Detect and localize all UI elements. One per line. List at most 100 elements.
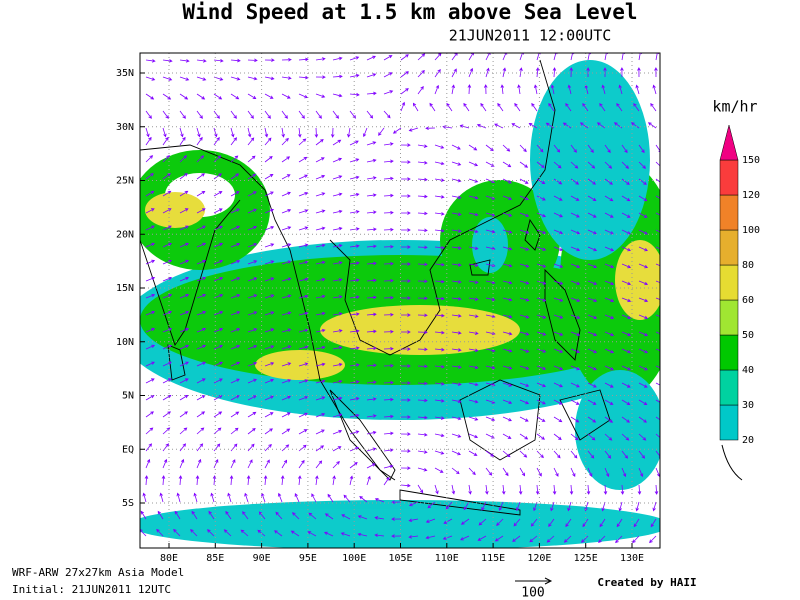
wind-vector xyxy=(519,178,529,184)
wind-vector xyxy=(213,155,222,163)
wind-vector xyxy=(227,492,232,503)
wind-vector xyxy=(638,416,647,423)
wind-band xyxy=(472,217,508,273)
wind-vector xyxy=(230,242,241,248)
wind-vector xyxy=(297,475,302,486)
wind-vector xyxy=(196,276,207,282)
wind-vector xyxy=(536,246,547,251)
wind-vector xyxy=(616,518,623,528)
wind-vector xyxy=(502,229,513,234)
wind-vector xyxy=(196,225,206,231)
wind-vector xyxy=(298,362,309,367)
wind-vector xyxy=(515,501,521,512)
wind-vector xyxy=(383,476,390,486)
wind-vector xyxy=(553,178,563,185)
wind-vector xyxy=(162,378,172,384)
wind-vector xyxy=(264,208,275,214)
wind-vector xyxy=(383,295,394,300)
wind-vector xyxy=(264,137,272,146)
wind-vector xyxy=(587,280,598,285)
wind-vector xyxy=(315,93,326,98)
wind-vector xyxy=(630,122,640,129)
wind-band xyxy=(140,500,660,548)
wind-vector xyxy=(468,144,478,151)
wind-vector xyxy=(366,55,376,61)
wind-vector xyxy=(281,226,292,231)
wind-vector xyxy=(569,484,574,495)
wind-vector xyxy=(485,416,496,421)
wind-vector xyxy=(451,195,462,200)
wind-vector xyxy=(142,492,147,503)
wind-vector xyxy=(332,379,343,384)
wind-vector xyxy=(587,229,597,235)
wind-vector xyxy=(196,259,207,265)
wind-vector xyxy=(213,378,223,384)
wind-vector xyxy=(434,228,445,233)
wind-vector xyxy=(519,348,530,353)
wind-vector xyxy=(159,492,164,503)
wind-vector xyxy=(332,396,343,401)
wind-vector xyxy=(230,155,239,163)
wind-vector xyxy=(298,459,305,469)
wind-vector xyxy=(179,93,189,100)
wind-vector xyxy=(481,501,487,511)
wind-vector xyxy=(655,144,660,153)
wind-vector xyxy=(451,84,455,95)
wind-vector xyxy=(332,295,343,299)
wind-vector xyxy=(145,378,155,384)
wind-vector xyxy=(213,110,220,119)
wind-vector xyxy=(451,450,461,456)
wind-vector xyxy=(196,378,206,384)
vector-scale-head xyxy=(544,577,553,585)
wind-vector xyxy=(162,458,168,469)
wind-vector xyxy=(468,433,479,439)
wind-vector xyxy=(247,76,258,81)
wind-vector xyxy=(502,144,511,152)
wind-vector xyxy=(281,243,292,248)
wind-vector xyxy=(587,399,597,405)
wind-vector xyxy=(366,141,377,146)
wind-vector xyxy=(213,127,218,138)
wind-vector xyxy=(621,399,631,406)
lon-label: 100E xyxy=(342,553,366,564)
wind-vector xyxy=(179,190,189,197)
wind-vector xyxy=(451,467,460,475)
wind-vector xyxy=(298,93,308,99)
coastline xyxy=(329,389,396,481)
wind-vector xyxy=(281,395,292,401)
wind-vector xyxy=(374,498,385,503)
wind-vector xyxy=(196,76,207,81)
wind-vector xyxy=(604,195,614,202)
wind-vector xyxy=(519,331,530,336)
wind-vector xyxy=(264,378,275,384)
wind-vector xyxy=(247,173,257,180)
wind-vector xyxy=(213,395,223,401)
vector-scale-label: 100 xyxy=(521,586,544,600)
wind-vector xyxy=(502,67,507,78)
wind-vector xyxy=(383,55,393,61)
wind-vector xyxy=(179,327,190,333)
wind-vector xyxy=(383,278,394,283)
wind-vector xyxy=(652,84,657,95)
colorbar: km/hr 20 30 40 50 60 80 100 120 150 xyxy=(712,98,760,481)
wind-vector xyxy=(366,295,377,300)
lat-label: 5S xyxy=(122,498,134,509)
wind-vector xyxy=(460,518,470,525)
wind-vector xyxy=(327,493,334,503)
wind-vector xyxy=(196,344,207,350)
wind-vector xyxy=(366,176,377,180)
wind-vector xyxy=(604,365,614,371)
lon-label: 85E xyxy=(206,553,224,564)
wind-vector xyxy=(178,475,183,486)
wind-vector xyxy=(349,475,354,486)
wind-vector xyxy=(514,102,521,112)
credit: Created by HAII xyxy=(597,576,696,589)
wind-vector xyxy=(536,178,546,185)
colorbar-swatch xyxy=(719,369,739,406)
wind-vector xyxy=(315,328,326,333)
wind-vector xyxy=(621,297,632,303)
wind-vector xyxy=(230,344,241,350)
wind-vector xyxy=(604,433,613,441)
wind-vector xyxy=(604,450,612,459)
wind-vector xyxy=(502,195,513,201)
